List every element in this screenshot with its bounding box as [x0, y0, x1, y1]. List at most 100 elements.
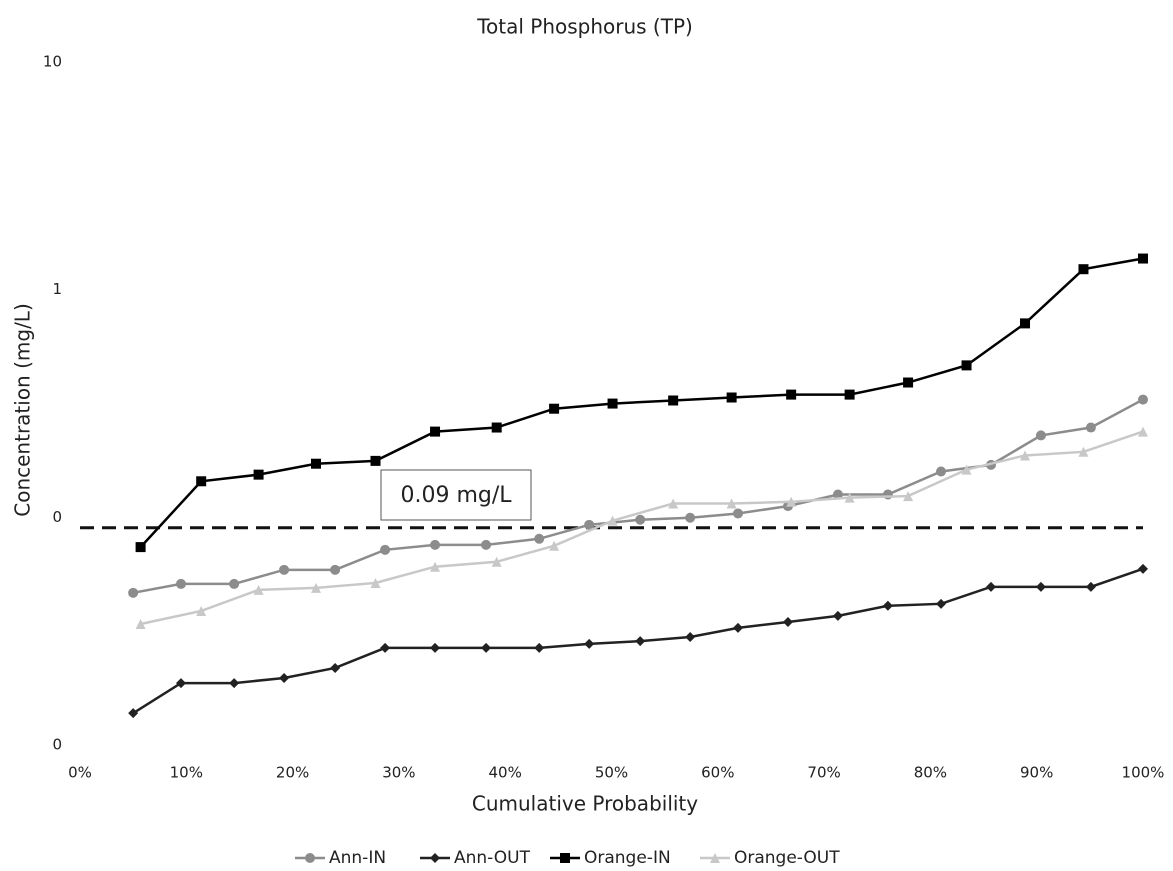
- marker: [1085, 581, 1096, 592]
- legend-label: Ann-IN: [329, 848, 386, 868]
- marker: [685, 632, 696, 643]
- marker: [668, 395, 679, 406]
- marker: [229, 678, 240, 689]
- marker: [844, 492, 855, 503]
- marker: [1138, 394, 1148, 405]
- marker: [635, 636, 646, 647]
- marker: [726, 392, 737, 403]
- annotation: 0.09 mg/L: [400, 483, 512, 508]
- marker: [549, 540, 560, 551]
- y-tick-label: 1: [52, 280, 62, 298]
- marker: [481, 539, 492, 550]
- marker: [481, 642, 492, 653]
- marker: [430, 426, 441, 437]
- marker: [584, 519, 595, 530]
- legend-marker: [430, 853, 440, 863]
- x-tick-label: 10%: [170, 764, 203, 782]
- marker: [961, 464, 972, 475]
- marker: [370, 455, 381, 466]
- marker: [330, 564, 341, 575]
- marker: [253, 469, 264, 480]
- marker: [330, 662, 341, 673]
- marker: [549, 403, 560, 414]
- marker: [491, 556, 502, 567]
- legend-label: Ann-OUT: [454, 848, 531, 868]
- marker: [882, 600, 893, 611]
- marker: [732, 622, 743, 633]
- series-line: [139, 257, 1144, 548]
- y-axis-title: Concentration (mg/L): [11, 303, 35, 517]
- marker: [903, 377, 914, 388]
- marker: [310, 458, 321, 469]
- x-tick-label: 60%: [701, 764, 734, 782]
- x-tick-label: 40%: [489, 764, 522, 782]
- marker: [253, 584, 264, 595]
- marker: [782, 616, 793, 627]
- x-tick-label: 100%: [1122, 764, 1165, 782]
- marker: [1035, 430, 1046, 441]
- x-tick-label: 30%: [382, 764, 415, 782]
- marker: [732, 508, 743, 519]
- marker: [882, 489, 893, 500]
- legend-label: Orange-OUT: [734, 848, 840, 868]
- y-tick-label: 10: [43, 53, 62, 71]
- marker: [726, 498, 737, 509]
- marker: [786, 496, 797, 507]
- x-tick-label: 70%: [807, 764, 840, 782]
- marker: [832, 610, 843, 621]
- marker: [128, 587, 139, 598]
- x-tick-label: 20%: [276, 764, 309, 782]
- marker: [668, 498, 679, 509]
- marker: [985, 581, 996, 592]
- chart-title: Total Phosphorus (TP): [476, 15, 693, 39]
- marker: [903, 491, 914, 502]
- marker: [936, 466, 947, 477]
- marker: [1078, 446, 1089, 457]
- x-tick-label: 0%: [68, 764, 92, 782]
- legend-marker: [305, 853, 315, 863]
- marker: [279, 564, 290, 575]
- marker: [1138, 426, 1148, 437]
- annotation-box: [380, 469, 532, 521]
- marker: [635, 514, 646, 525]
- marker: [607, 515, 618, 526]
- marker: [844, 389, 855, 400]
- marker: [961, 360, 972, 371]
- x-tick-label: 90%: [1020, 764, 1053, 782]
- marker: [279, 672, 290, 683]
- marker: [196, 605, 207, 616]
- marker: [380, 544, 391, 555]
- marker: [936, 598, 947, 609]
- marker: [175, 578, 186, 589]
- marker: [128, 708, 139, 719]
- marker: [584, 638, 595, 649]
- marker: [786, 389, 797, 400]
- marker: [1020, 318, 1031, 329]
- marker: [135, 618, 146, 629]
- legend-marker: [710, 853, 720, 863]
- marker: [310, 582, 321, 593]
- marker: [1078, 264, 1089, 275]
- marker: [135, 542, 146, 553]
- marker: [1138, 563, 1148, 574]
- marker: [607, 398, 618, 409]
- marker: [534, 642, 545, 653]
- marker: [1035, 581, 1046, 592]
- y-tick-label: 0: [52, 508, 62, 526]
- y-tick-label: 0: [52, 736, 62, 754]
- legend-label: Orange-IN: [584, 848, 671, 868]
- series-line: [132, 398, 1144, 595]
- marker: [832, 489, 843, 500]
- legend-marker: [560, 853, 570, 863]
- x-axis-title: Cumulative Probability: [472, 792, 698, 816]
- marker: [175, 678, 186, 689]
- marker: [430, 642, 441, 653]
- marker: [229, 578, 240, 589]
- marker: [685, 512, 696, 523]
- x-tick-label: 50%: [595, 764, 628, 782]
- marker: [380, 642, 391, 653]
- marker: [370, 577, 381, 588]
- marker: [1085, 422, 1096, 433]
- marker: [430, 561, 441, 572]
